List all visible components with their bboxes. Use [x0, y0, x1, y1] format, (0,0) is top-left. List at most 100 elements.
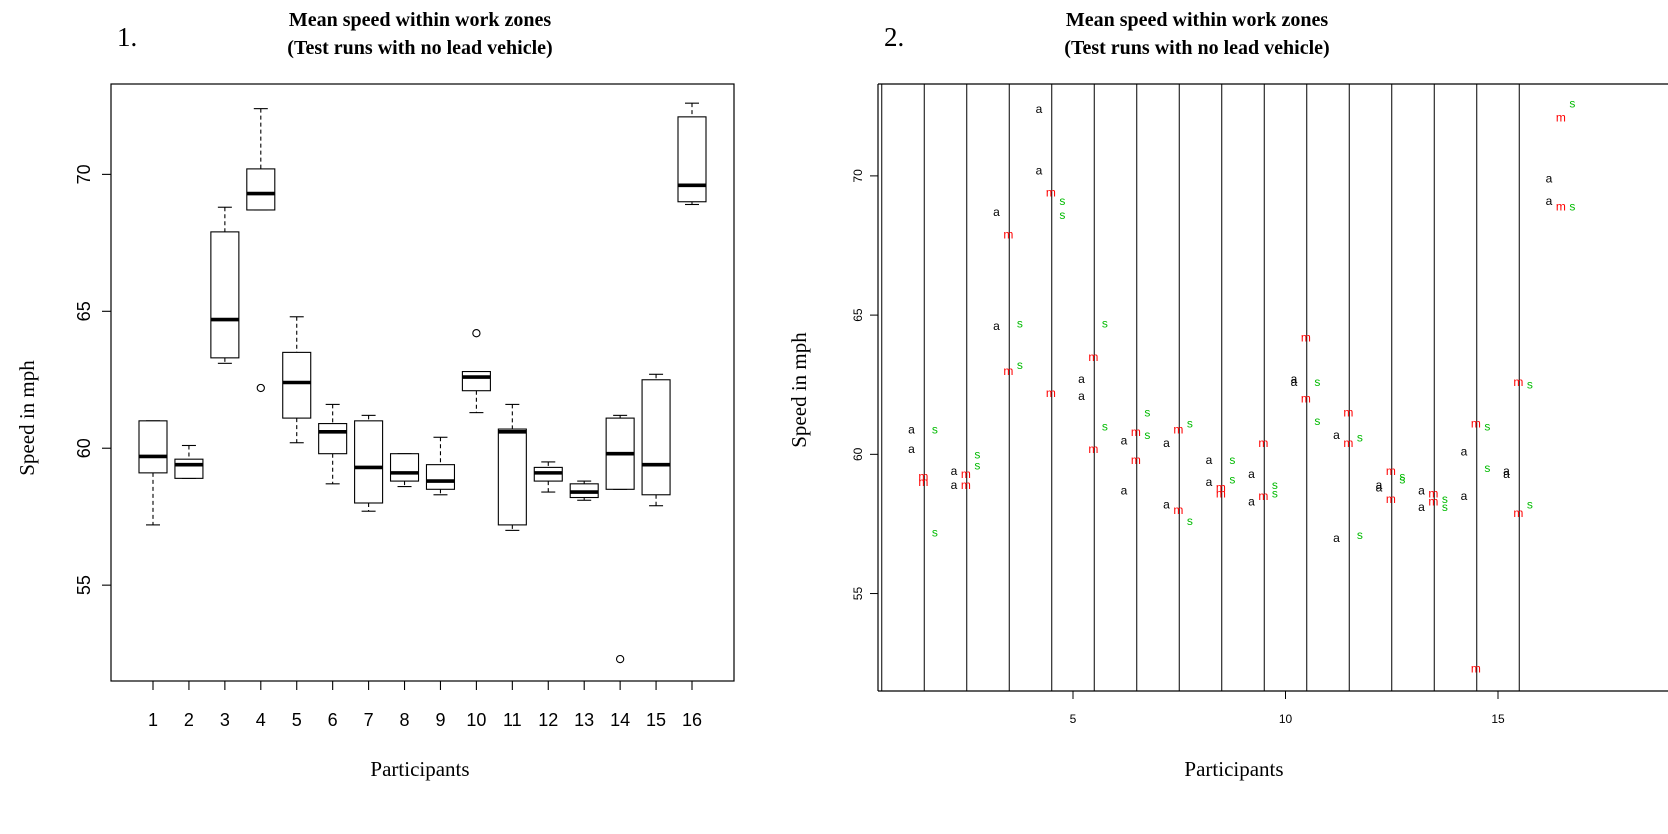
point-marker-m: m: [961, 478, 971, 492]
point-marker-m: m: [961, 467, 971, 481]
point-marker-a: a: [1376, 481, 1383, 495]
point-marker-a: a: [1248, 467, 1255, 481]
box-iqr: [210, 231, 240, 359]
y-tick-label: 70: [851, 169, 865, 183]
panel-1-title-line1: Mean speed within work zones: [289, 9, 551, 31]
y-tick-label: 55: [851, 587, 865, 601]
point-marker-a: a: [1163, 436, 1170, 450]
box-5: [282, 316, 312, 444]
box-14: [605, 414, 635, 664]
point-marker-s: s: [1357, 431, 1363, 445]
box-10: [461, 329, 491, 414]
point-marker-a: a: [1121, 433, 1128, 447]
box-16: [677, 102, 707, 206]
point-marker-s: s: [1272, 478, 1278, 492]
box-2: [174, 444, 204, 479]
point-marker-m: m: [1471, 417, 1481, 431]
x-tick-label: 7: [364, 710, 374, 730]
box-6: [318, 403, 348, 485]
point-marker-a: a: [908, 442, 915, 456]
box-iqr: [497, 428, 527, 526]
point-marker-a: a: [1333, 428, 1340, 442]
point-marker-m: m: [1556, 200, 1566, 214]
point-marker-a: a: [1078, 372, 1085, 386]
point-marker-m: m: [1216, 486, 1226, 500]
panel-2-x-axis: 5 10 15: [1070, 691, 1505, 726]
panel-2-x-label: Participants: [1184, 757, 1283, 781]
point-marker-m: m: [1003, 364, 1013, 378]
point-marker-a: a: [1418, 484, 1425, 498]
point-marker-m: m: [1258, 489, 1268, 503]
box-iqr: [389, 453, 420, 482]
x-tick-label: 16: [682, 710, 702, 730]
x-tick-label: 9: [435, 710, 445, 730]
point-marker-m: m: [1216, 481, 1226, 495]
point-marker-a: a: [1206, 475, 1213, 489]
box-13: [569, 480, 599, 501]
y-tick-label: 65: [74, 301, 94, 321]
outlier-point: [256, 383, 265, 393]
point-marker-m: m: [1513, 506, 1523, 520]
box-iqr: [246, 168, 276, 211]
point-marker-s: s: [1314, 375, 1320, 389]
point-marker-s: s: [1357, 528, 1363, 542]
point-marker-m: m: [1088, 442, 1098, 456]
box-1: [138, 420, 168, 526]
point-marker-s: s: [974, 458, 980, 472]
panel-1-number: 1.: [117, 22, 137, 52]
point-marker-m: m: [1471, 662, 1481, 676]
point-marker-a: a: [1333, 531, 1340, 545]
outlier-point: [472, 329, 481, 338]
x-tick-label: 6: [328, 710, 338, 730]
point-marker-m: m: [1343, 436, 1353, 450]
point-marker-s: s: [1399, 472, 1405, 486]
point-marker-a: a: [1163, 497, 1170, 511]
point-marker-m: m: [1046, 186, 1056, 200]
panel-2-title-line2: (Test runs with no lead vehicle): [1064, 37, 1329, 59]
x-tick-label: 2: [184, 710, 194, 730]
point-marker-a: a: [1503, 464, 1510, 478]
box-iqr: [282, 351, 312, 419]
point-marker-m: m: [1428, 486, 1438, 500]
x-tick-label: 10: [466, 710, 486, 730]
point-marker-m: m: [1046, 386, 1056, 400]
point-marker-a: a: [1078, 389, 1085, 403]
panel-2-number: 2.: [884, 22, 904, 52]
point-marker-a: a: [1418, 500, 1425, 514]
box-iqr: [461, 370, 491, 392]
box-iqr: [138, 420, 168, 474]
panel-2-title-line1: Mean speed within work zones: [1066, 9, 1328, 31]
point-marker-a: a: [1546, 194, 1553, 208]
point-marker-a: a: [1503, 467, 1510, 481]
point-marker-a: a: [1461, 489, 1468, 503]
y-tick-label: 70: [74, 164, 94, 184]
point-marker-a: a: [1546, 172, 1553, 186]
panel-1-plot-frame: [110, 83, 735, 682]
point-marker-s: s: [1229, 453, 1235, 467]
point-marker-m: m: [1003, 227, 1013, 241]
point-marker-s: s: [1017, 316, 1023, 330]
point-marker-m: m: [1131, 453, 1141, 467]
point-marker-s: s: [1144, 428, 1150, 442]
panel-1-x-axis: 1 2 3 4 5 6 7 8 9 10 11 12 13 14 15 16: [148, 681, 702, 730]
y-tick-label: 60: [851, 447, 865, 461]
panel-1-y-axis: 55 60 65 70: [74, 164, 111, 595]
panel-1-x-label: Participants: [370, 757, 469, 781]
box-3: [210, 206, 240, 364]
y-tick-label: 60: [74, 438, 94, 458]
point-marker-s: s: [1569, 96, 1575, 110]
y-tick-label: 55: [74, 575, 94, 595]
point-marker-a: a: [993, 319, 1000, 333]
point-marker-m: m: [918, 470, 928, 484]
panel-1-plot-content: [138, 102, 707, 664]
point-marker-s: s: [1484, 419, 1490, 433]
point-marker-m: m: [1343, 406, 1353, 420]
point-marker-m: m: [1301, 330, 1311, 344]
x-tick-label: 12: [538, 710, 558, 730]
point-marker-s: s: [1569, 200, 1575, 214]
point-marker-a: a: [951, 464, 958, 478]
x-tick-label: 11: [503, 710, 522, 730]
